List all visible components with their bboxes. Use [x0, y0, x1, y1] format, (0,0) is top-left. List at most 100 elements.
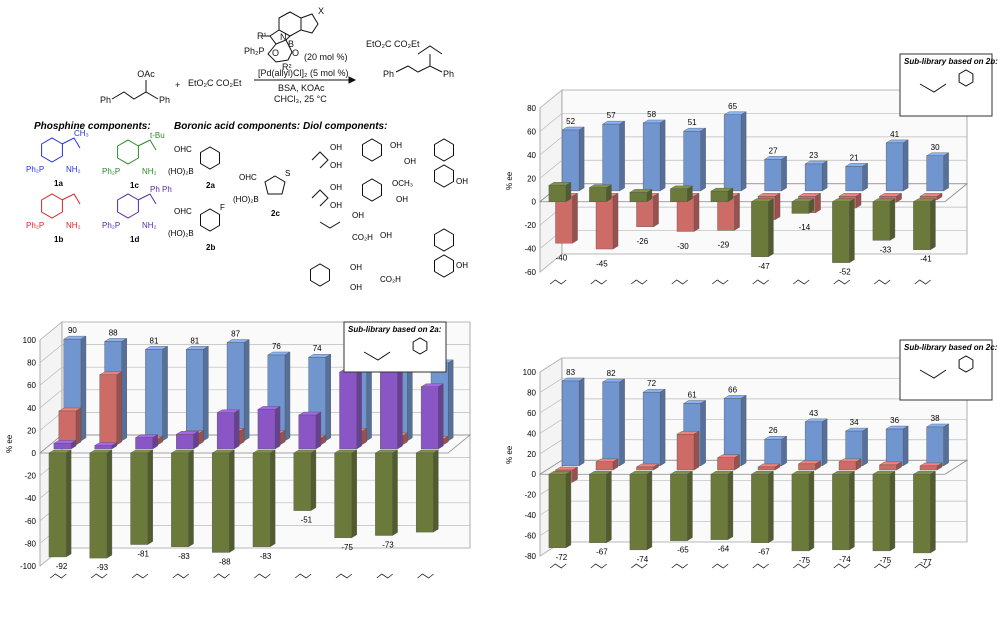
sub-library-ring	[958, 69, 974, 87]
bar-1c-d1	[53, 443, 72, 450]
phosphine-p-label: Ph₂P	[26, 165, 44, 174]
diol-skeleton-2	[311, 189, 329, 207]
bar-1a-d9	[885, 428, 904, 467]
bar-1b-d3	[636, 466, 654, 471]
bar-1a-d2-side	[619, 120, 625, 192]
sub-library-ring	[412, 337, 428, 355]
diol-sugar-ring-1	[362, 138, 382, 162]
bar-1d-d1	[548, 474, 567, 549]
phosphine-bond-1a	[61, 137, 81, 149]
data-label-bottom: -14	[799, 223, 811, 232]
plus-sign: +	[175, 80, 180, 90]
bar-1d-d8	[334, 452, 352, 538]
y-tick-label: -40	[24, 494, 36, 503]
y-tick-label: 60	[27, 381, 36, 390]
x-category-structure	[294, 573, 312, 579]
bar-1d-d8-side	[849, 198, 855, 263]
diol-sugar-ring-2	[362, 178, 382, 202]
bar-1c-d3	[135, 437, 153, 450]
bar-1a-d9-side	[407, 362, 413, 442]
product-esters-label: EtO₂C CO₂Et	[366, 39, 420, 49]
data-label-bottom: -64	[718, 545, 730, 554]
data-label-top: 90	[68, 326, 77, 335]
bar-1d-d5	[710, 474, 729, 540]
bar-1d-d3	[629, 474, 648, 551]
bar-1a-d5-side	[740, 395, 747, 467]
x-category-structure	[590, 563, 607, 569]
reaction-arrowhead	[348, 76, 357, 84]
x-category-structure	[833, 279, 850, 285]
data-label-bottom: -72	[556, 553, 568, 562]
ligand-b-label: B	[288, 39, 294, 49]
boronic-bottom-2a: (HO)₂B	[168, 167, 194, 176]
phosphine-sub-label: t-Bu	[150, 131, 165, 140]
data-label-bottom: -41	[920, 255, 932, 264]
bar-1a-d6-side	[781, 435, 787, 467]
bar-1b-d1	[58, 410, 77, 446]
bar-1d-d4-side	[687, 470, 693, 542]
bar-1a-d2-side	[619, 378, 625, 467]
y-tick-label: 20	[527, 450, 536, 459]
data-label-bottom: -52	[839, 268, 851, 277]
bar-1d-d5-side	[229, 449, 235, 553]
diol-label: OH	[330, 201, 342, 210]
bar-1d-d4	[670, 474, 688, 541]
bar-1d-d6-side	[768, 470, 774, 544]
boronic-top-2b: OHC	[174, 207, 192, 216]
bar-1d-d9	[872, 474, 891, 552]
bar-1b-d2-side	[612, 192, 619, 250]
bar-1d-d7	[791, 201, 810, 214]
diol-binol-ring-2	[434, 164, 454, 188]
y-tick-label: 20	[27, 426, 36, 435]
boronic-ring-2a	[200, 146, 220, 170]
boronic-extra-2c: S	[285, 169, 290, 178]
bar-1d-d3	[629, 192, 648, 202]
diol-label: OCH₃	[392, 179, 413, 188]
phosphine-id-1c: 1c	[130, 181, 139, 190]
bar-1b-d9	[879, 464, 897, 471]
boronic-top-2c: OHC	[239, 173, 257, 182]
bar-1a-d7	[804, 421, 823, 467]
bar-1b-d5	[717, 457, 735, 471]
y-axis-label: % ee	[5, 434, 14, 453]
substrate-ph-left: Ph	[100, 95, 111, 105]
bar-1c-d8-side	[356, 368, 362, 450]
data-label-top: 66	[728, 385, 737, 394]
boronic-extra-2b: F	[220, 203, 225, 212]
bar-1d-d6	[252, 452, 271, 547]
bar-1a-d6	[764, 159, 782, 192]
diol-label: CO₂H	[352, 233, 373, 242]
x-category-structure	[711, 279, 729, 285]
y-tick-label: 60	[527, 127, 536, 136]
phosphine-title: Phosphine components:	[34, 121, 151, 132]
gridline	[539, 378, 967, 393]
bar-1a-d2	[602, 381, 620, 467]
phosphine-bond-1d	[137, 193, 157, 205]
data-label-top: 61	[688, 390, 697, 399]
data-label-top: 21	[850, 153, 859, 162]
substrate-oac-label: OAc	[137, 69, 155, 79]
bar-1c-d7-side	[315, 411, 322, 450]
y-tick-label: -20	[524, 221, 536, 230]
bar-1d-d8-side	[849, 470, 855, 551]
bar-1d-d4	[171, 452, 189, 547]
bar-1a-d8-side	[862, 162, 868, 192]
data-label-bottom: -26	[637, 237, 649, 246]
x-category-structure	[590, 279, 607, 285]
diol-glycol	[319, 221, 341, 229]
diol-label: CO₂H	[380, 275, 401, 284]
data-label-top: 81	[150, 336, 159, 345]
ligand-ph2p-label: Ph₂P	[244, 46, 265, 56]
y-axis-label: % ee	[505, 171, 514, 190]
bar-1d-d2	[589, 187, 607, 202]
bar-1a-d6	[764, 439, 782, 467]
data-label-top: 58	[647, 110, 656, 119]
bar-1b-d4-side	[693, 430, 700, 471]
sub-library-title: Sub-library based on 2a:	[348, 325, 442, 334]
y-tick-label: -100	[20, 562, 37, 571]
bar-1d-d1-side	[65, 449, 72, 558]
gridline	[539, 113, 967, 132]
data-label-top: 36	[890, 416, 899, 425]
bar-1d-d3	[130, 452, 148, 545]
x-category-structure	[376, 573, 394, 579]
